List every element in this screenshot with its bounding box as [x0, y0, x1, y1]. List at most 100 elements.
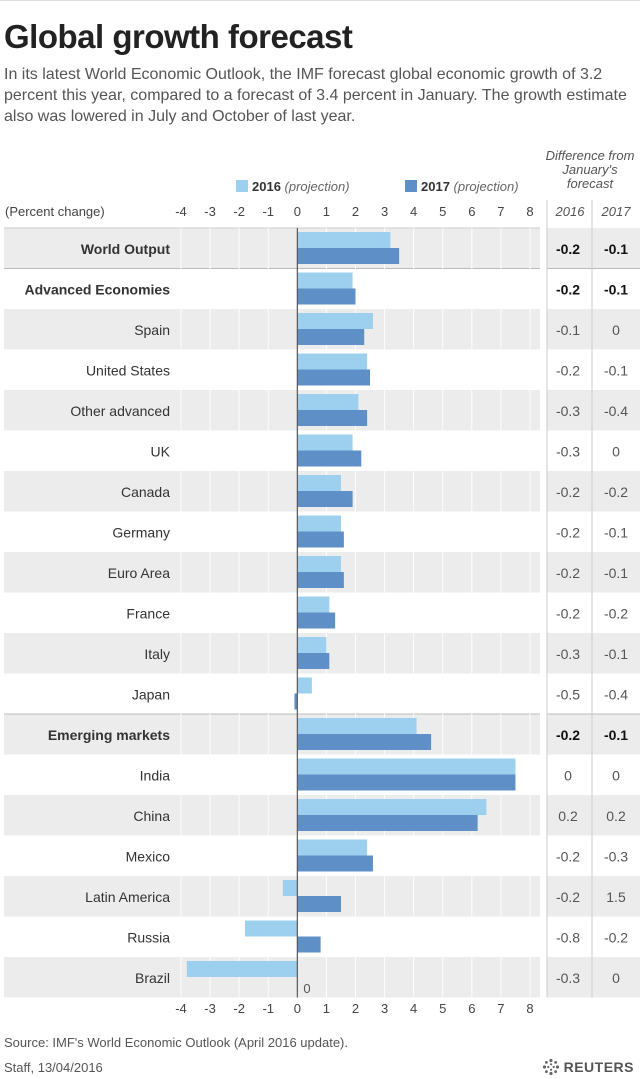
diff-2017-value: -0.1 — [604, 525, 628, 541]
bar-2016 — [297, 637, 327, 653]
x-tick-label-top: 2 — [352, 204, 359, 219]
x-tick-label-bottom: 8 — [526, 1001, 533, 1016]
bar-2016 — [297, 677, 312, 694]
bar-2016 — [297, 475, 341, 491]
diff-2016-value: -0.2 — [556, 525, 580, 541]
diff-2017-value: -0.2 — [604, 930, 628, 946]
reuters-logo: REUTERS — [542, 1058, 634, 1076]
legend-year: 2016 — [252, 179, 285, 194]
legend-swatch-2016 — [236, 180, 248, 192]
legend-note: (projection) — [454, 179, 519, 194]
bar-2017 — [297, 410, 368, 426]
bar-2017 — [297, 531, 344, 548]
bar-2016 — [297, 434, 353, 451]
x-tick-label-bottom: 4 — [410, 1001, 417, 1016]
bar-2016 — [297, 394, 359, 410]
diff-2016-value: -0.2 — [556, 484, 580, 500]
diff-2017-value: -0.1 — [604, 282, 628, 298]
x-tick-label-top: -2 — [233, 204, 245, 219]
top-rule — [0, 0, 640, 1]
bar-2017 — [297, 369, 371, 386]
diff-row-band — [547, 552, 640, 593]
category-label: Canada — [121, 484, 170, 500]
category-label: Brazil — [135, 970, 170, 986]
diff-2017-value: 0 — [612, 970, 620, 986]
category-label: Italy — [144, 646, 170, 662]
diff-header-line: January's — [561, 162, 618, 177]
chart-subtitle: In its latest World Economic Outlook, th… — [4, 66, 627, 125]
bar-2017 — [297, 896, 341, 912]
x-tick-label-bottom: 5 — [439, 1001, 446, 1016]
category-label: Advanced Economies — [25, 282, 171, 298]
diff-2016-value: 0 — [564, 768, 572, 784]
diff-2016-value: -0.2 — [556, 727, 580, 743]
category-label: Emerging markets — [48, 727, 170, 743]
diff-2017-value: -0.4 — [604, 403, 628, 419]
bar-2017 — [297, 855, 373, 872]
diff-2016-value: -0.2 — [556, 241, 580, 257]
x-tick-label-bottom: 2 — [352, 1001, 359, 1016]
category-label: China — [133, 808, 170, 824]
zero-value-label: 0 — [303, 981, 310, 996]
diff-2017-value: -0.1 — [604, 646, 628, 662]
bar-2016 — [297, 839, 368, 856]
diff-row-band — [547, 309, 640, 350]
x-tick-label-top: 5 — [439, 204, 446, 219]
category-label: United States — [86, 363, 170, 379]
x-tick-label-bottom: -2 — [233, 1001, 245, 1016]
diff-2016-value: -0.2 — [556, 889, 580, 905]
row-band — [4, 390, 540, 431]
category-label: Spain — [134, 322, 170, 338]
x-tick-label-top: 0 — [294, 204, 301, 219]
bar-2017 — [297, 734, 432, 750]
diff-2017-value: -0.1 — [604, 727, 628, 743]
x-tick-label-top: -4 — [175, 204, 187, 219]
diff-2016-value: -0.2 — [556, 565, 580, 581]
x-tick-label-bottom: 6 — [468, 1001, 475, 1016]
category-label: World Output — [81, 241, 170, 257]
bar-2016 — [297, 353, 368, 370]
reuters-dots-icon — [542, 1058, 559, 1076]
diff-2016-value: -0.2 — [556, 363, 580, 379]
bar-2017 — [297, 653, 330, 669]
bar-2016 — [297, 799, 487, 815]
brand-text: REUTERS — [563, 1059, 634, 1075]
diff-2017-value: -0.1 — [604, 565, 628, 581]
diff-row-band — [547, 471, 640, 512]
diff-2016-value: -0.1 — [556, 322, 580, 338]
row-band — [4, 552, 540, 593]
category-label: Other advanced — [70, 403, 170, 419]
legend-entry-2016: 2016 (projection) — [252, 179, 350, 194]
bar-2016 — [297, 272, 353, 289]
chart: -4-4-3-3-2-2-1-1001122334455667788(Perce… — [4, 148, 640, 1016]
x-tick-label-top: 3 — [381, 204, 388, 219]
bar-2017 — [297, 774, 516, 791]
diff-2016-value: -0.2 — [556, 606, 580, 622]
credit-note: Staff, 13/04/2016 — [4, 1060, 103, 1075]
x-tick-label-top: -3 — [204, 204, 216, 219]
diff-2016-value: -0.2 — [556, 282, 580, 298]
diff-row-band — [547, 228, 640, 269]
x-tick-label-top: 4 — [410, 204, 417, 219]
bar-2016 — [297, 515, 341, 532]
diff-2017-value: 0 — [612, 322, 620, 338]
diff-2016-value: -0.3 — [556, 403, 580, 419]
bar-2017 — [294, 693, 298, 710]
bar-2016 — [297, 596, 330, 613]
diff-2016-value: -0.3 — [556, 444, 580, 460]
row-band — [4, 714, 540, 755]
category-label: Latin America — [85, 889, 170, 905]
diff-header-line: Difference from — [546, 148, 635, 163]
bar-2017 — [297, 450, 362, 467]
row-band — [4, 471, 540, 512]
category-label: France — [126, 606, 170, 622]
x-tick-label-top: 8 — [526, 204, 533, 219]
diff-2017-value: 1.5 — [606, 889, 626, 905]
bar-2017 — [297, 815, 478, 831]
y-axis-label: (Percent change) — [5, 204, 105, 219]
diff-2016-value: -0.5 — [556, 687, 580, 703]
x-tick-label-top: -1 — [262, 204, 274, 219]
bar-2016 — [297, 556, 341, 572]
diff-2017-value: -0.2 — [604, 606, 628, 622]
bar-2016 — [282, 880, 298, 896]
